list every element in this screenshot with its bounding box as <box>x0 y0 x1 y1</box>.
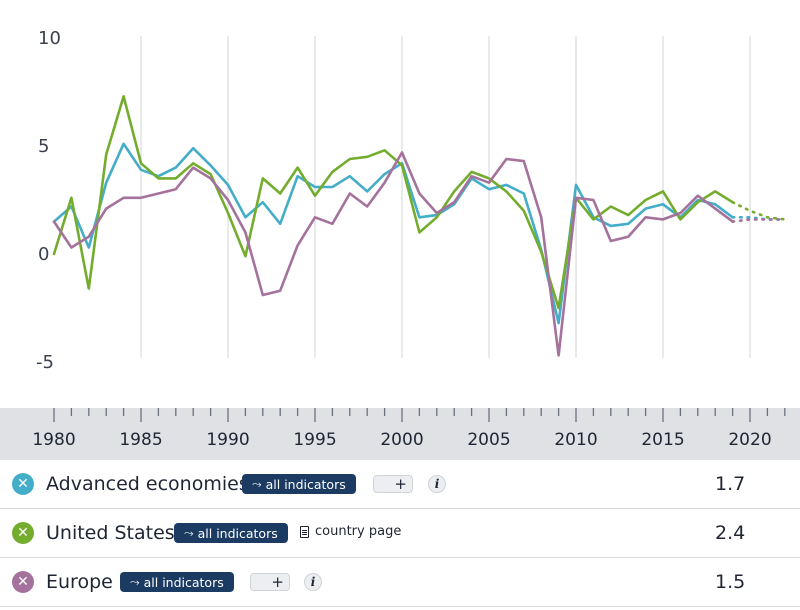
document-icon <box>300 525 309 538</box>
trend-line-icon: ⤳ <box>252 476 262 491</box>
x-tick-label: 2015 <box>641 430 685 450</box>
x-tick-label: 1980 <box>32 430 76 450</box>
x-tick-label: 2010 <box>554 430 598 450</box>
info-icon[interactable]: i <box>428 475 446 493</box>
projection-line <box>731 216 787 221</box>
x-tick-label: 1985 <box>119 430 163 450</box>
x-tick-label: 1990 <box>206 430 250 450</box>
x-tick-label: 2005 <box>467 430 511 450</box>
country-page-link[interactable]: country page <box>300 524 401 539</box>
series-latest-value: 2.4 <box>715 522 746 544</box>
x-axis: 1980 1985 1990 1995 2000 2005 2010 2015 2020 <box>0 408 800 460</box>
legend-row-united-states: ✕ United States ⤳ all indicators country… <box>0 509 800 558</box>
series-latest-value: 1.7 <box>715 473 746 495</box>
legend-row-advanced-economies: ✕ Advanced economies ⤳ all indicators + … <box>0 460 800 509</box>
x-tick-label: 2000 <box>380 430 424 450</box>
x-tick-label: 1995 <box>293 430 337 450</box>
remove-series-button[interactable]: ✕ <box>12 473 34 495</box>
y-tick-label: 0 <box>38 244 49 265</box>
projection-line <box>731 218 787 223</box>
series-line <box>52 151 734 357</box>
add-comparison-toggle[interactable]: + <box>250 573 290 591</box>
projection-line <box>731 200 787 221</box>
y-tick-label: -5 <box>36 352 54 373</box>
all-indicators-label: all indicators <box>197 525 278 541</box>
x-tick-label: 2020 <box>728 430 772 450</box>
legend-row-europe: ✕ Europe ⤳ all indicators + i 1.5 <box>0 558 800 607</box>
remove-series-button[interactable]: ✕ <box>12 522 34 544</box>
line-chart: 10 5 0 -5 <box>36 28 787 373</box>
all-indicators-label: all indicators <box>265 476 346 492</box>
series-legend: ✕ Advanced economies ⤳ all indicators + … <box>0 460 800 607</box>
country-page-label: country page <box>315 524 402 539</box>
all-indicators-button[interactable]: ⤳ all indicators <box>242 474 356 494</box>
add-comparison-toggle[interactable]: + <box>373 475 413 493</box>
series-name: Europe <box>46 571 113 593</box>
all-indicators-button[interactable]: ⤳ all indicators <box>120 572 234 592</box>
remove-series-button[interactable]: ✕ <box>12 571 34 593</box>
all-indicators-label: all indicators <box>143 574 224 590</box>
info-icon[interactable]: i <box>304 573 322 591</box>
series-latest-value: 1.5 <box>715 571 746 593</box>
series-line <box>52 95 734 310</box>
y-tick-label: 5 <box>38 136 49 157</box>
x-axis-ticks <box>53 408 786 422</box>
trend-line-icon: ⤳ <box>184 525 194 540</box>
trend-line-icon: ⤳ <box>130 574 140 589</box>
series-name: Advanced economies <box>46 473 249 495</box>
y-tick-label: 10 <box>38 28 61 49</box>
series-name: United States <box>46 522 175 544</box>
all-indicators-button[interactable]: ⤳ all indicators <box>174 523 288 543</box>
